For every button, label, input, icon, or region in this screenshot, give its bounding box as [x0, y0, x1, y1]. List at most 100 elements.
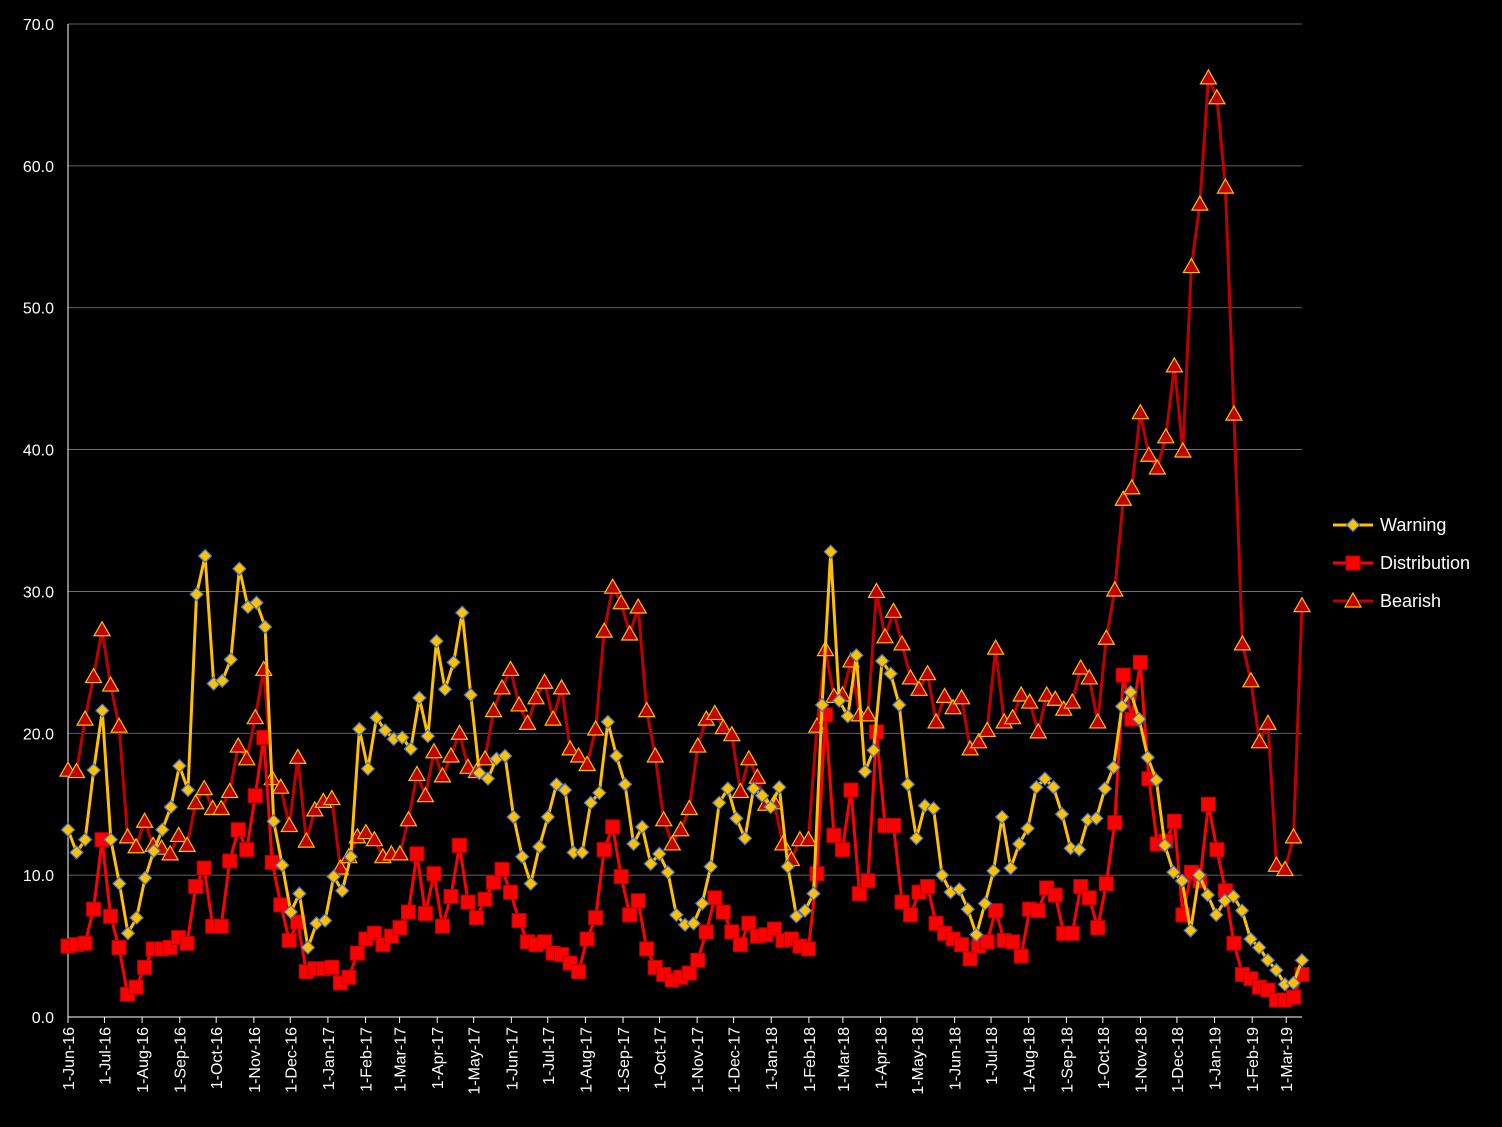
data-point [960, 901, 976, 917]
x-tick-label: 1-Dec-18 [1170, 1027, 1187, 1093]
data-point [1011, 836, 1027, 852]
data-point [1250, 732, 1269, 749]
data-point [748, 768, 767, 784]
data-point [671, 820, 690, 837]
legend-item-distribution: Distribution [1333, 553, 1470, 573]
data-point [1046, 690, 1065, 706]
data-point [220, 782, 239, 799]
data-point [356, 823, 375, 840]
data-point [503, 884, 519, 900]
data-point [1148, 458, 1167, 475]
data-point [523, 876, 539, 892]
x-tick-label: 1-Apr-17 [430, 1027, 447, 1089]
series-layer [58, 68, 1312, 1008]
x-tick-label: 1-Jun-17 [504, 1027, 521, 1090]
data-point [739, 749, 758, 766]
x-tick-label: 1-Feb-17 [359, 1027, 376, 1092]
data-point [417, 905, 433, 921]
data-point [578, 755, 597, 772]
data-point [195, 779, 214, 796]
x-tick-label: 1-Jul-18 [984, 1027, 1001, 1085]
data-point [178, 836, 197, 852]
data-point [471, 765, 487, 781]
legend-label: Distribution [1380, 553, 1470, 573]
x-tick-label: 1-Jan-18 [764, 1027, 781, 1090]
data-point [1216, 177, 1235, 194]
data-point [1115, 667, 1131, 683]
data-point [857, 764, 873, 779]
data-point [840, 708, 856, 724]
data-point [1345, 517, 1361, 533]
data-point [1097, 629, 1116, 645]
y-tick-label: 30.0 [23, 584, 54, 601]
data-point [486, 874, 502, 890]
data-point [969, 732, 988, 749]
data-point [660, 864, 676, 880]
x-tick-label: 1-Dec-17 [727, 1027, 744, 1093]
data-point [780, 859, 796, 874]
data-point [588, 910, 604, 926]
data-point [1200, 887, 1216, 903]
data-point [1224, 404, 1243, 421]
data-point [681, 965, 697, 981]
data-point [480, 771, 496, 787]
data-point [858, 705, 878, 722]
data-point [288, 748, 307, 765]
x-tick-label: 1-Apr-18 [874, 1027, 891, 1089]
data-point [1122, 478, 1141, 495]
data-point [849, 647, 864, 663]
data-point [1191, 867, 1207, 883]
data-point [407, 765, 426, 782]
data-point [637, 701, 656, 718]
data-point [377, 723, 393, 738]
data-point [154, 822, 170, 838]
data-point [894, 894, 910, 910]
data-point [1030, 903, 1046, 919]
data-point [454, 605, 470, 621]
data-point [111, 939, 127, 955]
data-point [715, 904, 731, 920]
data-point [239, 842, 255, 858]
data-point [535, 673, 554, 689]
data-point [669, 907, 684, 923]
data-point [1209, 842, 1225, 858]
data-point [629, 597, 648, 614]
data-point [722, 725, 741, 742]
data-point [729, 811, 744, 826]
data-point [75, 709, 95, 726]
data-point [527, 688, 546, 705]
data-point [1114, 490, 1133, 506]
data-point [163, 799, 179, 815]
data-point [969, 927, 984, 943]
data-point [343, 849, 359, 865]
data-point [360, 761, 376, 777]
data-point [1174, 873, 1190, 889]
data-point [1005, 934, 1021, 950]
data-point [1097, 781, 1113, 796]
data-point [583, 795, 599, 811]
data-point [446, 655, 461, 670]
data-point [1071, 842, 1087, 857]
data-point [586, 719, 605, 736]
data-point [544, 709, 563, 726]
data-point [1166, 813, 1182, 829]
data-point [229, 736, 248, 753]
data-point [1054, 806, 1070, 822]
data-point [188, 878, 204, 894]
data-point [237, 749, 256, 766]
data-point [60, 822, 76, 838]
data-point [1251, 940, 1267, 955]
data-point [711, 795, 727, 811]
data-point [1131, 711, 1147, 727]
data-point [561, 739, 580, 756]
data-point [129, 910, 144, 926]
data-point [400, 904, 416, 920]
data-point [935, 687, 954, 704]
data-point [1233, 634, 1252, 651]
data-point [232, 561, 247, 577]
data-point [591, 785, 607, 801]
x-tick-label: 1-Sep-17 [616, 1027, 633, 1093]
data-point [1182, 257, 1201, 274]
data-point [1073, 878, 1089, 894]
data-point [1292, 596, 1312, 613]
